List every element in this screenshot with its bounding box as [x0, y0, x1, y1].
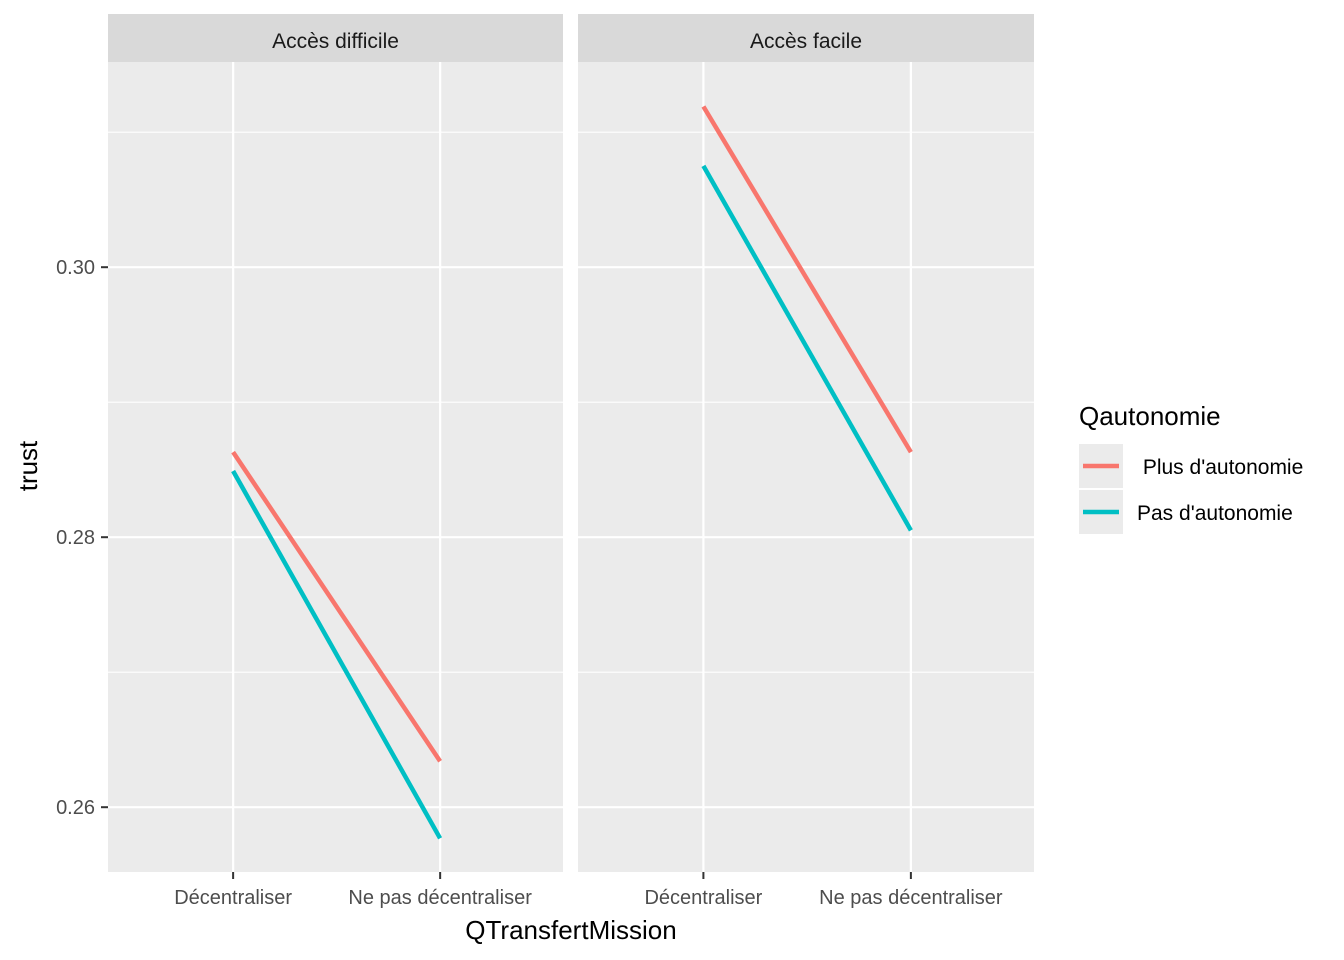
series-line	[701, 105, 913, 454]
y-axis-title: trust	[13, 440, 43, 491]
x-tick-label: Ne pas décentraliser	[348, 887, 532, 909]
y-tick-label: 0.28	[56, 527, 95, 549]
series-line	[231, 450, 442, 763]
x-axis-title: QTransfertMission	[465, 915, 676, 945]
y-tick-label: 0.30	[56, 257, 95, 279]
legend-title: Qautonomie	[1079, 401, 1221, 431]
panel-background	[108, 62, 563, 872]
y-axis: 0.26 0.28 0.30	[56, 257, 108, 819]
panel-acces-difficile: Accès difficile Décentraliser Ne pas décen…	[108, 14, 563, 909]
series-line	[701, 164, 913, 532]
facet-strip	[578, 14, 1034, 62]
legend-label: Pas d'autonomie	[1137, 502, 1293, 525]
panel-acces-facile: Accès facile Décentraliser Ne pas décentra…	[578, 14, 1034, 909]
legend-label: Plus d'autonomie	[1137, 456, 1303, 479]
facet-strip-label: Accès difficile	[272, 30, 399, 53]
facet-strip	[108, 14, 563, 62]
panels-layer: Accès difficile Décentraliser Ne pas décen…	[108, 14, 1034, 909]
x-tick-label: Ne pas décentraliser	[819, 887, 1003, 909]
x-tick-label: Décentraliser	[174, 887, 292, 909]
facet-strip-label: Accès facile	[750, 30, 862, 53]
series-line	[231, 469, 443, 840]
legend: Qautonomie Plus d'autonomie Pas d'autono…	[1079, 401, 1303, 534]
x-tick-label: Décentraliser	[644, 887, 762, 909]
panel-background	[578, 62, 1034, 872]
y-tick-label: 0.26	[56, 797, 95, 819]
